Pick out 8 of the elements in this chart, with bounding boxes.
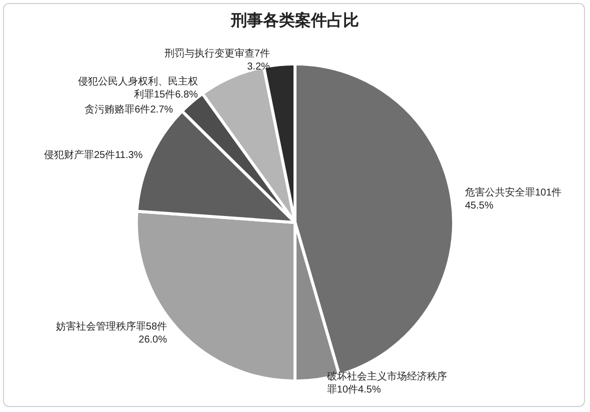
slice-label: 妨害社会管理秩序罪58件26.0% [56,320,168,346]
slice-label: 危害公共安全罪101件45.5% [464,186,562,212]
slice-label: 侵犯财产罪25件11.3% [44,148,143,161]
chart-title: 刑事各类案件占比 [230,10,359,30]
slice-label: 侵犯公民人身权利、民主权利罪15件6.8% [78,76,198,101]
slice-label: 刑罚与执行变更审查7件3.2% [164,48,270,73]
slice-label: 破坏社会主义市场经济秩序罪10件4.5% [326,370,447,396]
slice-label: 贪污贿赂罪6件2.7% [84,104,174,116]
